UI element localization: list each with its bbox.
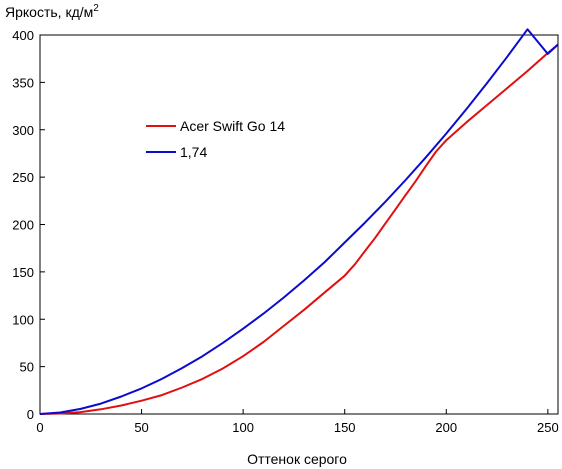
y-tick-label: 50 <box>20 360 34 375</box>
x-tick-label: 200 <box>435 420 457 435</box>
y-tick-label: 400 <box>12 28 34 43</box>
x-axis-title: Оттенок серого <box>247 451 347 467</box>
series-lines <box>39 28 559 415</box>
legend: Acer Swift Go 14 1,74 <box>146 118 285 160</box>
x-tick-label: 100 <box>232 420 254 435</box>
y-tick-label: 150 <box>12 265 34 280</box>
x-tick-label: 250 <box>537 420 559 435</box>
y-axis-title-text: Яркость, кд/м <box>5 4 93 20</box>
y-tick-label: 0 <box>27 407 34 422</box>
y-axis-title: Яркость, кд/м2 <box>5 3 99 20</box>
y-tick-label: 300 <box>12 123 34 138</box>
x-tick-label: 50 <box>134 420 148 435</box>
y-tick-label: 350 <box>12 75 34 90</box>
legend-label-acer-swift-go-14: Acer Swift Go 14 <box>180 118 285 134</box>
series-line-acer-swift-go-14 <box>39 43 559 415</box>
x-tick-label: 150 <box>334 420 356 435</box>
series-line-1-74 <box>39 28 559 415</box>
x-tick-label: 0 <box>36 420 43 435</box>
y-tick-label: 100 <box>12 312 34 327</box>
y-tick-label: 200 <box>12 218 34 233</box>
y-axis-title-superscript: 2 <box>93 3 99 14</box>
legend-label-1-74: 1,74 <box>180 144 207 160</box>
y-tick-label: 250 <box>12 170 34 185</box>
axis-ticks: 0 50 100 150 200 250 0 50 100 150 200 250 300 350 400 <box>12 28 558 435</box>
